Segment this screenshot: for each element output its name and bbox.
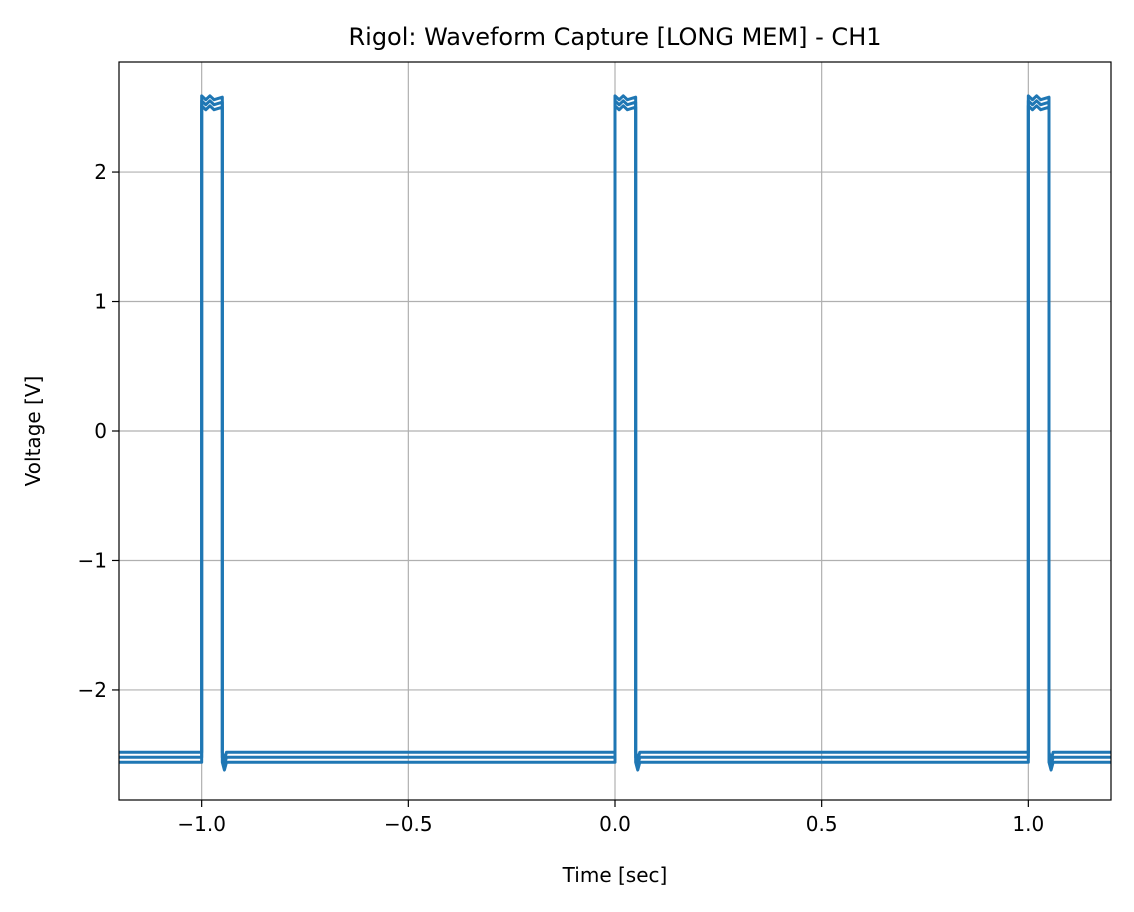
chart-title: Rigol: Waveform Capture [LONG MEM] - CH1 (348, 23, 881, 51)
x-tick-label: −0.5 (384, 812, 433, 836)
series-line-band-lower (119, 104, 1111, 772)
series-layer (119, 94, 1111, 772)
y-tick-label: 0 (94, 419, 107, 443)
series-line-band-upper (119, 94, 1111, 762)
x-axis-label: Time [sec] (562, 863, 668, 887)
x-tick-label: −1.0 (177, 812, 226, 836)
x-tick-label: 0.5 (806, 812, 838, 836)
y-tick-label: −2 (78, 678, 107, 702)
y-axis-label: Voltage [V] (21, 376, 45, 487)
x-tick-label: 0.0 (599, 812, 631, 836)
x-tick-label: 1.0 (1012, 812, 1044, 836)
y-tick-label: 1 (94, 290, 107, 314)
y-tick-label: 2 (94, 160, 107, 184)
ticks: −1.0 −0.5 0.0 0.5 1.0 −2 −1 0 1 2 (78, 160, 1045, 836)
y-tick-label: −1 (78, 548, 107, 572)
series-line (119, 99, 1111, 767)
